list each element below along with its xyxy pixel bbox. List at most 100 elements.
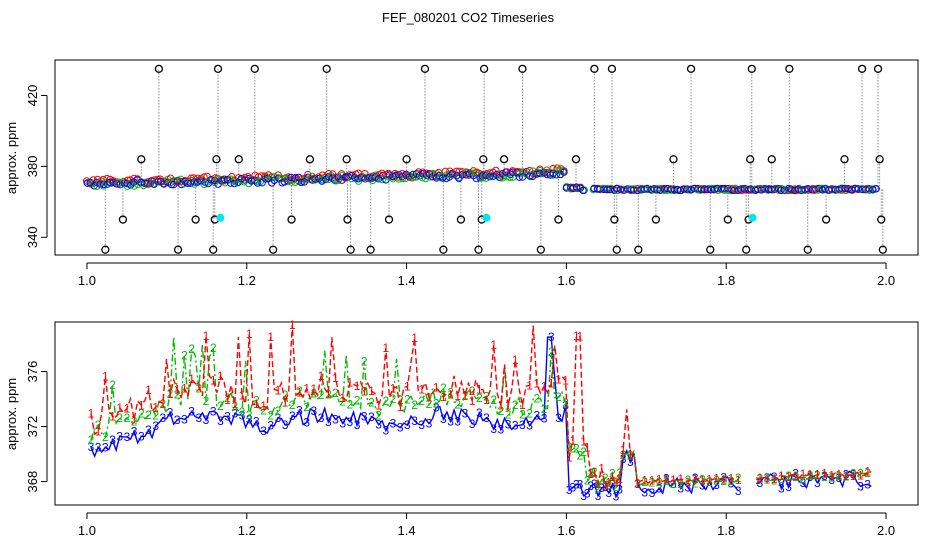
series-3-point-label: 3 [217, 414, 224, 428]
series-3-point-label: 3 [462, 406, 469, 420]
reference-spike-point [213, 64, 223, 74]
reference-spike-point [154, 64, 164, 74]
series-1-point-label: 1 [483, 393, 490, 407]
series-3-point-label: 3 [347, 415, 354, 429]
series-3-point-label: 3 [483, 411, 490, 425]
bottom-x-tick-label: 1.4 [398, 523, 416, 538]
series-3-point-label: 3 [598, 481, 605, 495]
series-3-point-label: 3 [706, 475, 713, 489]
series-2-point-label: 2 [598, 473, 605, 487]
series-2-point-label: 2 [181, 348, 188, 362]
series-2-point-label: 2 [505, 408, 512, 422]
series-2-point-label: 2 [260, 403, 267, 417]
series-2-point-label: 2 [109, 378, 116, 392]
series-1-point [304, 170, 312, 179]
series-1-point [294, 176, 302, 184]
series-3-point-label: 3 [548, 330, 555, 344]
series-3-point-label: 3 [332, 412, 339, 426]
reference-spike-point [343, 215, 352, 224]
reference-spike-point [479, 155, 488, 164]
series-2-point-label: 2 [267, 409, 274, 423]
series-2-point-label: 2 [821, 470, 828, 484]
series-1-point-label: 1 [756, 471, 763, 485]
reference-spike-point [536, 245, 545, 254]
series-1-point-label: 1 [857, 468, 864, 482]
series-2-point-label: 2 [785, 469, 792, 483]
series-2-point-label: 2 [857, 466, 864, 480]
series-3-point-label: 3 [792, 467, 799, 481]
series-2-point-label: 2 [490, 393, 497, 407]
series-1-point-label: 1 [814, 468, 821, 482]
series-2-point [818, 184, 826, 193]
series-3-point-label: 3 [595, 489, 602, 503]
series-3-point [371, 173, 379, 181]
reference-spike-point [821, 215, 831, 224]
reference-spike-point [366, 245, 375, 254]
top-y-tick-label: 380 [25, 156, 40, 178]
reference-spike-point [209, 245, 218, 254]
series-3-point-label: 3 [821, 469, 828, 483]
top-x-tick-label: 1.4 [398, 273, 416, 288]
series-3-point-label: 3 [577, 477, 584, 491]
series-3-point-label: 3 [490, 422, 497, 436]
series-3-point-label: 3 [555, 411, 562, 425]
series-1-line [90, 324, 872, 487]
series-3-point-label: 3 [231, 407, 238, 421]
series-1-point-label: 1 [526, 378, 533, 392]
series-2-point-label: 2 [138, 407, 145, 421]
top-x-tick-label: 1.8 [717, 273, 735, 288]
series-1-point-label: 1 [541, 379, 548, 393]
series-3-point-label: 3 [375, 418, 382, 432]
reference-spike-point [746, 155, 755, 164]
series-3-point-label: 3 [397, 421, 404, 435]
series-3-point [603, 185, 611, 194]
series-1-point-label: 1 [181, 381, 188, 395]
series-1-point-label: 1 [332, 371, 339, 385]
series-3-point-label: 3 [591, 477, 598, 491]
bottom-plot-frame [54, 321, 919, 506]
series-2-point-label: 2 [318, 388, 325, 402]
series-1-point-label: 1 [713, 472, 720, 486]
top-y-axis: 340 380 420 [25, 85, 48, 248]
series-3-point [448, 169, 457, 178]
calibration-point [748, 213, 757, 222]
series-3-point-label: 3 [800, 476, 807, 490]
reference-spike-point [785, 64, 794, 74]
series-3-point-label: 3 [361, 409, 368, 423]
series-1-point-label: 1 [778, 469, 785, 483]
reference-spike-point [456, 215, 466, 224]
reference-spike-point [554, 215, 563, 224]
series-3-point-label: 3 [580, 489, 587, 503]
series-2-point-label: 2 [397, 393, 404, 407]
series-3-point [462, 171, 470, 179]
series-2-point-label: 2 [483, 389, 490, 403]
series-3-point [612, 184, 621, 193]
reference-spike-point [402, 155, 411, 164]
series-3-point [579, 186, 587, 195]
series-1-point-label: 1 [267, 330, 274, 344]
series-3-point-label: 3 [656, 481, 663, 495]
series-3-point-label: 3 [382, 424, 389, 438]
top-y-tick-label: 420 [25, 85, 40, 107]
bottom-x-tick-label: 2.0 [877, 523, 895, 538]
series-1-point-label: 1 [375, 398, 382, 412]
series-2-point-label: 2 [807, 469, 814, 483]
series-3-point-label: 3 [692, 471, 699, 485]
series-3-point-label: 3 [174, 413, 181, 427]
reference-spike-point [479, 64, 489, 74]
series-2-point-label: 2 [720, 474, 727, 488]
series-3-point [190, 178, 198, 186]
series-3-point-label: 3 [124, 430, 131, 444]
series-2-point [445, 170, 453, 179]
reference-spike-point [499, 155, 509, 164]
series-1-point-label: 1 [591, 465, 598, 479]
series-3-point-label: 3 [181, 413, 188, 427]
series-1-point-label: 1 [426, 391, 433, 405]
series-1-point-label: 1 [627, 447, 634, 461]
reference-spike-point [607, 64, 617, 74]
reference-spike-point [322, 64, 331, 74]
series-3-point [287, 173, 295, 182]
series-2-point [418, 173, 426, 182]
series-3-point [804, 184, 812, 193]
